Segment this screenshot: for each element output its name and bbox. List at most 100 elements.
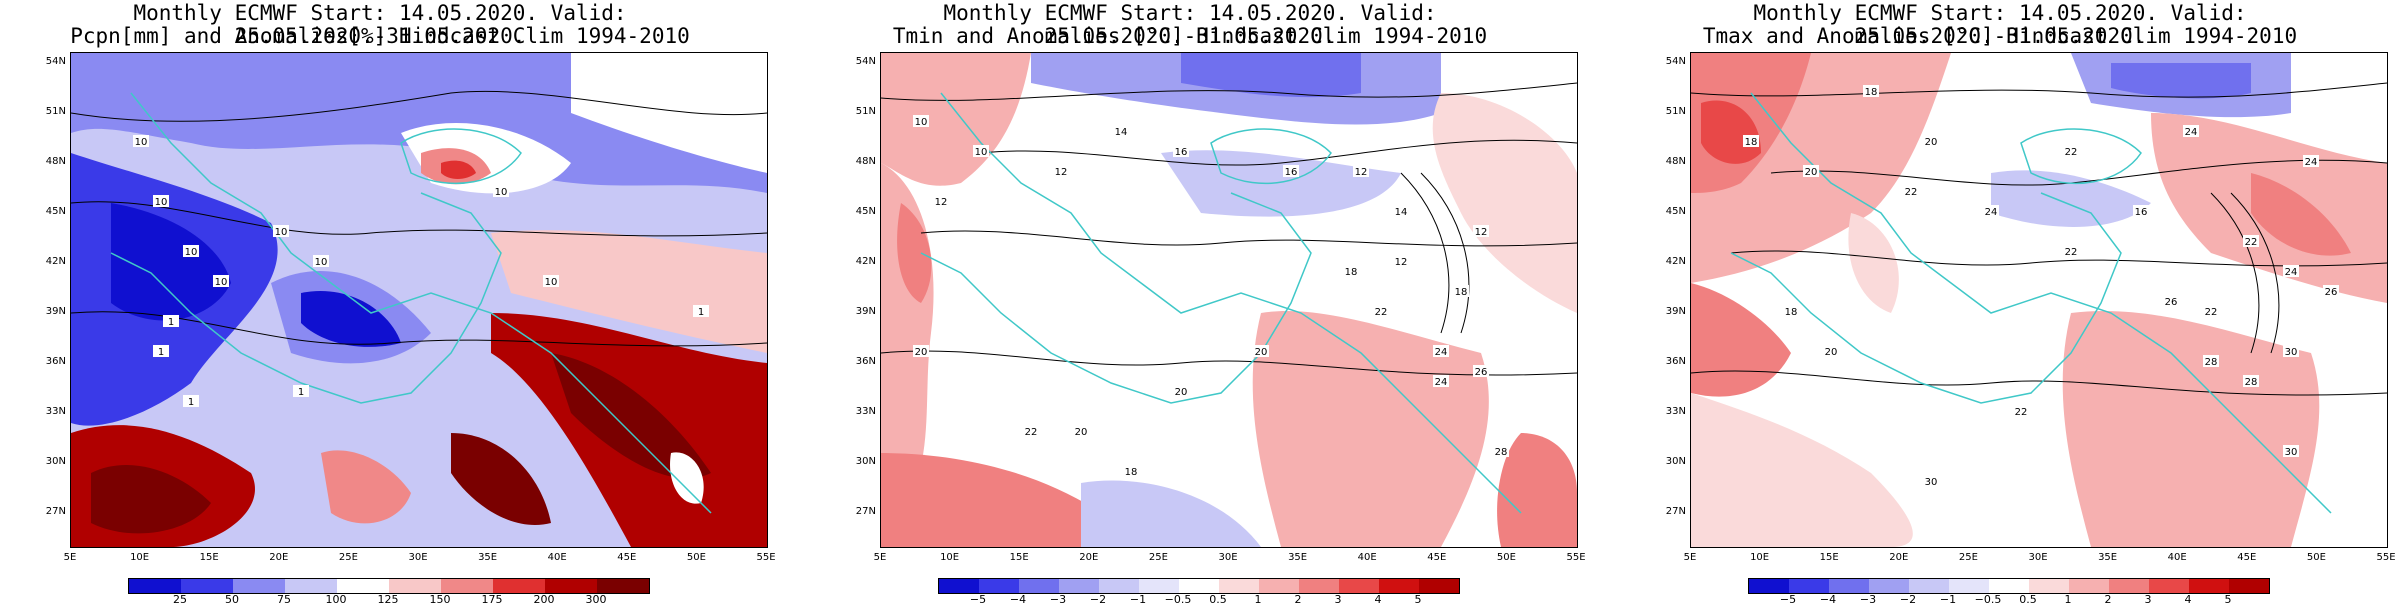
contour-label-bg (1783, 305, 1799, 317)
contour-label: 20 (1925, 137, 1938, 148)
contour-label: 22 (1025, 427, 1038, 438)
contour-label-bg (273, 225, 289, 237)
lat-tick-label: 36N (1665, 356, 1686, 367)
lon-tick-label: 30E (2028, 552, 2048, 563)
colorbar-segment (2069, 579, 2109, 593)
lat-tick-label: 36N (45, 356, 66, 367)
contour-label: 10 (275, 227, 288, 238)
contour-label: 28 (2205, 357, 2218, 368)
colorbar-segment (2149, 579, 2189, 593)
contour-label: 20 (1805, 167, 1818, 178)
contour-label-bg (183, 245, 199, 257)
contour-label: 10 (545, 277, 558, 288)
contour-label-bg (2283, 345, 2299, 357)
contour-label-bg (2243, 235, 2259, 247)
panel-title-line2: Tmax and Anomalies [°C] Hindcast Clim 19… (1702, 24, 2298, 48)
contour-label-bg (313, 255, 329, 267)
contour-label-bg (1473, 365, 1489, 377)
tmax-panel: Monthly ECMWF Start: 14.05.2020. Valid: … (1620, 0, 2396, 606)
lon-tick-label: 40E (2167, 552, 2187, 563)
contour-label: 14 (1395, 207, 1408, 218)
contour-label: 20 (1075, 427, 1088, 438)
contour-label: 12 (1475, 227, 1488, 238)
contour-label-bg (2203, 355, 2219, 367)
panel-title-line1: Monthly ECMWF Start: 14.05.2020. Valid: … (133, 1, 627, 48)
colorbar-segment (2229, 579, 2269, 593)
lat-tick-label: 42N (45, 256, 66, 267)
contour-label-bg (913, 345, 929, 357)
lon-tick-label: 35E (478, 552, 498, 563)
contour-label: 22 (2205, 307, 2218, 318)
colorbar (1748, 578, 2270, 594)
colorbar-segment (285, 579, 337, 593)
lat-tick-label: 54N (1665, 56, 1686, 67)
contour-label-bg (543, 275, 559, 287)
contour-label: 10 (215, 277, 228, 288)
contour-label: 10 (975, 147, 988, 158)
panel-title-line1: Monthly ECMWF Start: 14.05.2020. Valid: … (1753, 1, 2247, 48)
lon-tick-label: 30E (1218, 552, 1238, 563)
contour-label-bg (2283, 265, 2299, 277)
lon-tick-label: 15E (1009, 552, 1029, 563)
lon-tick-label: 35E (1288, 552, 1308, 563)
contour-label-bg (1053, 165, 1069, 177)
contour-label-bg (2323, 285, 2339, 297)
colorbar-segment (1829, 579, 1869, 593)
lat-tick-label: 51N (45, 106, 66, 117)
contour-label: 30 (1925, 477, 1938, 488)
lon-tick-label: 15E (1819, 552, 1839, 563)
contour-label-bg (153, 345, 169, 357)
lon-tick-label: 50E (1496, 552, 1516, 563)
contour-label: 18 (1345, 267, 1358, 278)
colorbar-segment (1299, 579, 1339, 593)
colorbar-segment (979, 579, 1019, 593)
contour-label: 24 (2285, 267, 2298, 278)
contour-label-bg (1453, 285, 1469, 297)
lon-tick-label: 25E (338, 552, 358, 563)
contour-label: 22 (2065, 247, 2078, 258)
lon-tick-label: 20E (1079, 552, 1099, 563)
contour-label: 22 (1375, 307, 1388, 318)
contour-label: 10 (155, 197, 168, 208)
contour-label-bg (2243, 375, 2259, 387)
colorbar-segment (1749, 579, 1789, 593)
colorbar-segment (1219, 579, 1259, 593)
contour-label-bg (1283, 165, 1299, 177)
lon-tick-label: 10E (1750, 552, 1770, 563)
lat-tick-label: 30N (1665, 456, 1686, 467)
tmin-panel: Monthly ECMWF Start: 14.05.2020. Valid: … (810, 0, 1586, 606)
colorbar-segment (1789, 579, 1829, 593)
colorbar-segment (1339, 579, 1379, 593)
contour-label-bg (2183, 125, 2199, 137)
colorbar-segment (389, 579, 441, 593)
lat-tick-label: 45N (1665, 206, 1686, 217)
contour-label-bg (1373, 305, 1389, 317)
contour-label-bg (933, 195, 949, 207)
panel-title-line1: Monthly ECMWF Start: 14.05.2020. Valid: … (943, 1, 1437, 48)
contour-label-bg (1073, 425, 1089, 437)
contour-label-bg (2163, 295, 2179, 307)
tmin-map: 10 12 10 12 14 16 16 12 14 18 20 20 18 22 20 20 22 24 26 28… (880, 52, 1578, 548)
lat-tick-label: 42N (1665, 256, 1686, 267)
contour-label: 16 (1285, 167, 1298, 178)
lon-tick-label: 50E (2306, 552, 2326, 563)
precip-panel: Monthly ECMWF Start: 14.05.2020. Valid: … (0, 0, 776, 606)
colorbar-segment (1019, 579, 1059, 593)
contour-label-bg (2203, 305, 2219, 317)
lat-tick-label: 45N (45, 206, 66, 217)
contour-label: 10 (315, 257, 328, 268)
contour-label-bg (1823, 345, 1839, 357)
lat-tick-label: 45N (855, 206, 876, 217)
lat-tick-label: 48N (1665, 156, 1686, 167)
contour-label-bg (1923, 135, 1939, 147)
contour-label-bg (2013, 405, 2029, 417)
colorbar-segment (1869, 579, 1909, 593)
contour-label-bg (2133, 205, 2149, 217)
contour-label: 12 (1055, 167, 1068, 178)
lon-tick-label: 30E (408, 552, 428, 563)
contour-label-bg (1923, 475, 1939, 487)
colorbar-segment (1419, 579, 1459, 593)
colorbar-segment (597, 579, 649, 593)
contour-label-bg (2063, 245, 2079, 257)
lon-tick-label: 5E (873, 552, 887, 563)
